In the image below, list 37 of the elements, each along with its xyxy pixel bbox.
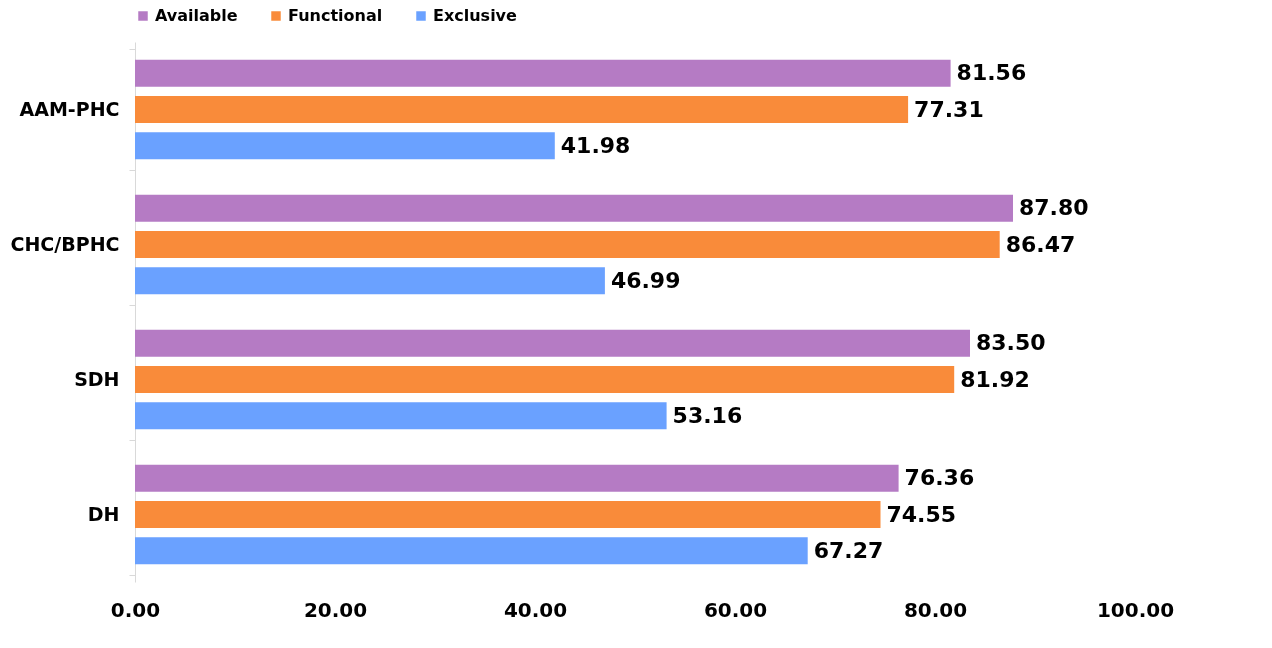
bar xyxy=(135,95,909,124)
legend-label: Available xyxy=(155,6,238,25)
x-tick-label: 20.00 xyxy=(303,597,368,622)
y-tick-label: DH xyxy=(87,503,120,525)
x-tick-label: 0.00 xyxy=(110,597,161,622)
data-label: 53.16 xyxy=(672,402,743,428)
data-label: 46.99 xyxy=(610,267,681,293)
y-tick-label: CHC/BPHC xyxy=(10,233,120,255)
data-label: 77.31 xyxy=(914,96,984,122)
bar xyxy=(135,194,1013,222)
x-tick-label: 40.00 xyxy=(503,597,568,622)
bar xyxy=(135,59,951,87)
bar xyxy=(135,365,955,394)
x-tick-label: 100.00 xyxy=(1096,597,1175,622)
data-label: 74.55 xyxy=(886,501,957,527)
bar xyxy=(135,500,881,529)
bar xyxy=(135,267,605,295)
data-label: 67.27 xyxy=(813,537,884,563)
bar xyxy=(135,464,899,492)
data-label: 87.80 xyxy=(1019,195,1089,221)
bar xyxy=(135,537,808,565)
legend-label: Exclusive xyxy=(433,6,518,25)
y-tick-label: AAM-PHC xyxy=(19,98,120,120)
x-tick-label: 60.00 xyxy=(703,597,768,622)
bar xyxy=(135,329,970,357)
data-label: 81.56 xyxy=(956,60,1027,86)
data-label: 41.98 xyxy=(560,132,631,158)
bar xyxy=(135,132,555,160)
data-label: 86.47 xyxy=(1005,231,1076,257)
bar xyxy=(135,402,667,430)
y-tick-label: SDH xyxy=(74,368,120,390)
data-label: 76.36 xyxy=(904,465,975,491)
x-tick-label: 80.00 xyxy=(903,597,968,622)
legend-label: Functional xyxy=(288,6,383,25)
data-label: 83.50 xyxy=(976,330,1046,356)
data-label: 81.92 xyxy=(960,366,1030,392)
bar xyxy=(135,230,1000,259)
